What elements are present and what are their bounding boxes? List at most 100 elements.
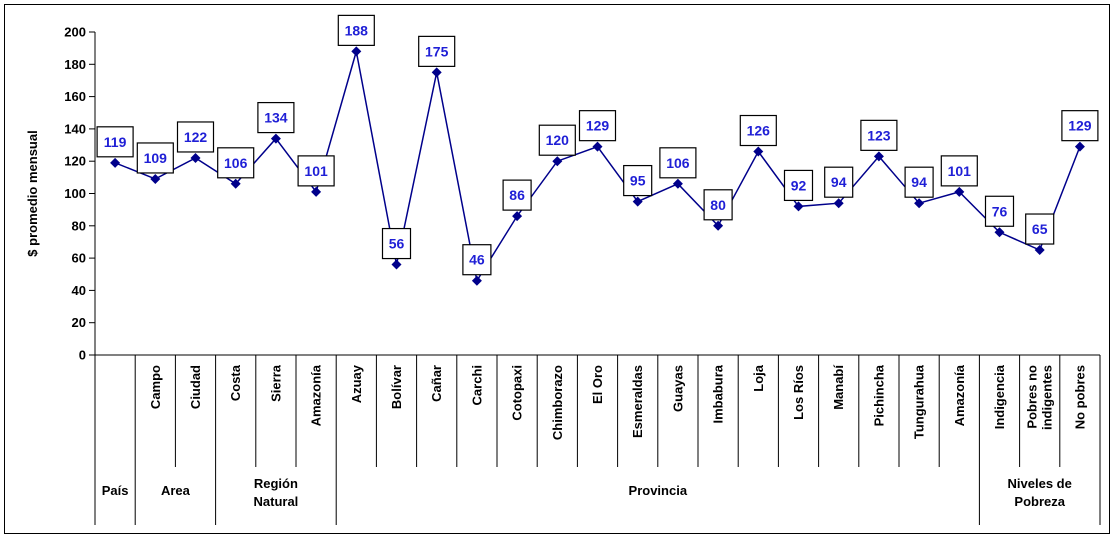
x-tick-label: Campo — [148, 365, 163, 409]
data-label: 106 — [224, 155, 248, 171]
data-label: 134 — [264, 110, 288, 126]
data-label: 46 — [469, 252, 485, 268]
y-tick-label: 40 — [72, 283, 86, 298]
group-label: País — [102, 483, 129, 498]
data-point — [311, 186, 322, 197]
data-label: 119 — [104, 134, 127, 150]
data-label-box — [217, 147, 255, 179]
data-label-box — [136, 142, 174, 174]
x-tick-label: Ciudad — [188, 365, 203, 409]
y-tick-label: 200 — [64, 25, 86, 40]
data-point — [230, 178, 241, 189]
x-tick-label: Indigencia — [992, 364, 1007, 429]
data-label: 175 — [425, 43, 449, 59]
data-label-box — [623, 164, 653, 197]
data-label: 56 — [389, 236, 405, 252]
data-label: 188 — [345, 22, 369, 38]
data-label: 120 — [546, 132, 570, 148]
data-label-box — [418, 35, 456, 67]
data-label: 76 — [992, 203, 1008, 219]
data-point — [914, 198, 925, 209]
x-tick-label: Cañar — [429, 365, 444, 402]
data-point — [431, 67, 442, 78]
data-point — [512, 211, 523, 222]
data-label: 123 — [867, 127, 891, 143]
data-label: 109 — [144, 150, 168, 166]
data-point — [672, 178, 683, 189]
data-label-box — [984, 195, 1015, 227]
data-label: 95 — [630, 173, 646, 189]
data-label-box — [381, 227, 412, 260]
data-point — [110, 157, 121, 168]
data-label-box — [703, 189, 733, 221]
data-label-box — [783, 169, 814, 202]
data-point — [833, 198, 844, 209]
data-point — [351, 46, 362, 57]
data-label-box — [337, 14, 375, 46]
data-label: 129 — [1068, 118, 1092, 134]
data-point — [1034, 245, 1045, 256]
data-label-box — [904, 166, 934, 198]
y-tick-label: 0 — [79, 348, 86, 363]
data-label-box — [659, 147, 697, 179]
group-label: Niveles de Pobreza — [1008, 476, 1072, 509]
y-axis-title: $ promedio mensual — [25, 130, 40, 256]
data-point — [190, 152, 201, 163]
x-tick-label: Costa — [228, 364, 243, 401]
group-label: Provincia — [629, 483, 688, 498]
data-label-box — [502, 179, 532, 211]
data-label: 92 — [791, 177, 807, 193]
y-tick-label: 80 — [72, 218, 86, 233]
data-label: 80 — [710, 197, 726, 213]
x-tick-label: Imbabura — [711, 364, 726, 423]
data-label-box — [257, 101, 295, 134]
data-label: 106 — [666, 155, 690, 171]
data-label-box — [940, 155, 978, 187]
data-point — [1074, 141, 1085, 152]
data-label: 94 — [831, 174, 847, 190]
data-label: 122 — [184, 129, 208, 145]
x-tick-label: Tungurahua — [912, 364, 927, 439]
y-tick-label: 180 — [64, 57, 86, 72]
data-point — [391, 259, 402, 270]
data-label: 101 — [304, 163, 328, 179]
data-label-box — [297, 155, 335, 187]
y-tick-label: 100 — [64, 186, 86, 201]
data-point — [270, 133, 281, 144]
x-tick-label: Esmeraldas — [630, 365, 645, 438]
x-tick-label: Guayas — [670, 365, 685, 412]
data-label-box — [739, 114, 777, 147]
data-point — [793, 201, 804, 212]
x-tick-label: Pobres noindigentes — [1025, 365, 1055, 430]
data-label: 129 — [586, 118, 610, 134]
data-label-box — [860, 119, 898, 151]
data-label: 126 — [747, 123, 771, 139]
data-label-box — [1061, 110, 1099, 142]
x-tick-label: Manabí — [831, 365, 846, 410]
data-label-box — [462, 244, 492, 276]
y-tick-label: 20 — [72, 315, 86, 330]
x-tick-label: Cotopaxi — [510, 365, 525, 421]
x-tick-label: Los Ríos — [791, 365, 806, 420]
data-label-box — [176, 121, 215, 153]
x-tick-label: Sierra — [268, 364, 283, 402]
y-tick-label: 60 — [72, 251, 86, 266]
data-point — [632, 196, 643, 207]
data-label-box — [578, 110, 617, 142]
data-point — [873, 151, 884, 162]
data-label-box — [96, 126, 134, 158]
x-tick-label: El Oro — [590, 365, 605, 404]
data-point — [753, 146, 764, 157]
y-tick-label: 140 — [64, 121, 86, 136]
x-tick-label: Chimborazo — [550, 365, 565, 440]
x-tick-label: Bolívar — [389, 365, 404, 409]
data-point — [954, 186, 965, 197]
y-tick-label: 160 — [64, 89, 86, 104]
x-tick-label: Azuay — [349, 364, 364, 403]
data-label-box — [538, 124, 576, 156]
x-tick-label: Loja — [751, 364, 766, 391]
data-point — [150, 173, 161, 184]
data-point — [592, 141, 603, 152]
data-point — [552, 156, 563, 167]
